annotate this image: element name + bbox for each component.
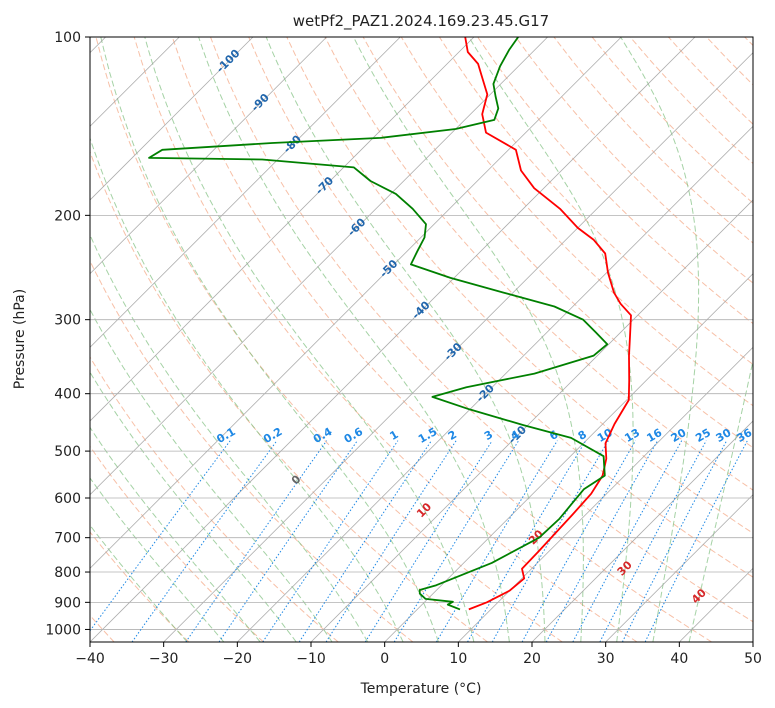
- y-tick-label: 100: [54, 30, 81, 46]
- moist-adiabat-line: [620, 37, 700, 642]
- plot-frame: [89, 36, 754, 643]
- isotherm-line: [237, 125, 753, 642]
- dry-adiabat-line: [171, 37, 712, 642]
- dry-adiabat-line: [210, 37, 753, 623]
- mixing-ratio-line: [298, 440, 432, 642]
- x-tick-label: 50: [744, 651, 762, 667]
- mixing-ratio-line: [572, 440, 683, 642]
- profile-series: [148, 37, 632, 611]
- x-tick-label: 30: [597, 651, 615, 667]
- y-tick-label: 800: [54, 565, 81, 581]
- y-tick-label: 300: [54, 313, 81, 329]
- isotherm-line: [90, 37, 548, 496]
- moist-adiabat-line: [688, 358, 753, 642]
- moist-adiabat-line: [144, 37, 475, 642]
- x-tick-label: −40: [75, 651, 105, 667]
- mixing-ratio-line: [185, 440, 328, 642]
- y-tick-label: 500: [54, 444, 81, 460]
- dry-adiabats: [90, 37, 753, 642]
- mixing-ratio-line: [435, 440, 558, 642]
- isotherm-line: [90, 37, 696, 642]
- y-tick-label: 400: [54, 387, 81, 403]
- moist-adiabat-line: [353, 37, 584, 642]
- dry-adiabat-line: [90, 531, 190, 642]
- y-tick-label: 900: [54, 595, 81, 611]
- y-tick-label: 600: [54, 491, 81, 507]
- moist-adiabat-line: [468, 37, 634, 642]
- isotherm-line: [531, 420, 753, 642]
- y-tick-label: 200: [54, 208, 81, 224]
- x-tick-label: 40: [670, 651, 688, 667]
- isotherm-line: [384, 273, 753, 642]
- moist-adiabat-line: [90, 308, 333, 642]
- x-axis-ticks: −40 −30 −20 −10 0 10 20 30 40 50: [75, 642, 762, 667]
- x-tick-label: −30: [149, 651, 179, 667]
- temperature-profile-line: [464, 37, 632, 611]
- isotherm-line: [90, 37, 401, 348]
- x-tick-label: 10: [449, 651, 467, 667]
- x-axis-label: Temperature (°C): [360, 681, 482, 697]
- isotherm-line: [90, 37, 327, 275]
- mixing-ratio-line: [325, 440, 457, 642]
- isotherm-line: [605, 494, 753, 642]
- dry-adiabat-line: [515, 37, 753, 284]
- x-tick-label: −10: [296, 651, 326, 667]
- isotherm-line: [310, 199, 753, 642]
- x-tick-label: −20: [223, 651, 253, 667]
- mixing-ratio-line: [262, 440, 399, 642]
- plot-area: -100-90-80-70-60-50-40-30-20-100.1 0.2 0.4…: [90, 37, 754, 642]
- mixing-ratio-line: [393, 440, 520, 642]
- isotherm-line: [90, 37, 254, 201]
- pressure-gridlines: [90, 37, 753, 630]
- moist-adiabats: [90, 37, 753, 642]
- mixing-ratio-line: [621, 440, 728, 642]
- mixing-ratio-line: [599, 440, 707, 642]
- isotherm-line: [163, 52, 753, 642]
- mixing-ratio-label: 36: [734, 426, 754, 445]
- moist-adiabat-line: [90, 233, 369, 642]
- dry-adiabat-line: [95, 37, 563, 642]
- y-tick-label: 1000: [45, 622, 81, 638]
- moist-adiabat-line: [90, 136, 404, 642]
- isotherm-line: [458, 346, 753, 642]
- moist-adiabat-line: [90, 371, 297, 642]
- dry-adiabat-line: [90, 445, 264, 642]
- mixing-ratio-line: [467, 440, 587, 642]
- x-tick-label: 0: [380, 651, 389, 667]
- y-axis-ticks: 100 200 300 400 500 600 700 800 900 1000: [45, 30, 90, 638]
- moist-adiabat-line: [198, 37, 510, 642]
- dry-adiabat-line: [400, 37, 753, 407]
- x-tick-label: 20: [523, 651, 541, 667]
- dry-adiabat-line: [133, 37, 638, 642]
- dry-adiabat-line: [438, 37, 753, 366]
- dry-adiabat-line: [248, 37, 753, 578]
- y-axis-label: Pressure (hPa): [12, 289, 28, 389]
- isotherm-line: [90, 37, 622, 569]
- mixing-ratio-line: [218, 440, 358, 642]
- isotherms: [90, 37, 753, 642]
- y-tick-label: 700: [54, 531, 81, 547]
- mixing-ratio-line: [364, 440, 493, 642]
- mixing-ratio-line: [491, 440, 609, 642]
- chart-title: wetPf2_PAZ1.2024.169.23.45.G17: [293, 12, 549, 31]
- moist-adiabat-line: [265, 37, 546, 642]
- mixing-ratio-lines: [90, 440, 748, 642]
- dewpoint-profile-line: [148, 37, 609, 611]
- moist-adiabat-line: [100, 37, 439, 642]
